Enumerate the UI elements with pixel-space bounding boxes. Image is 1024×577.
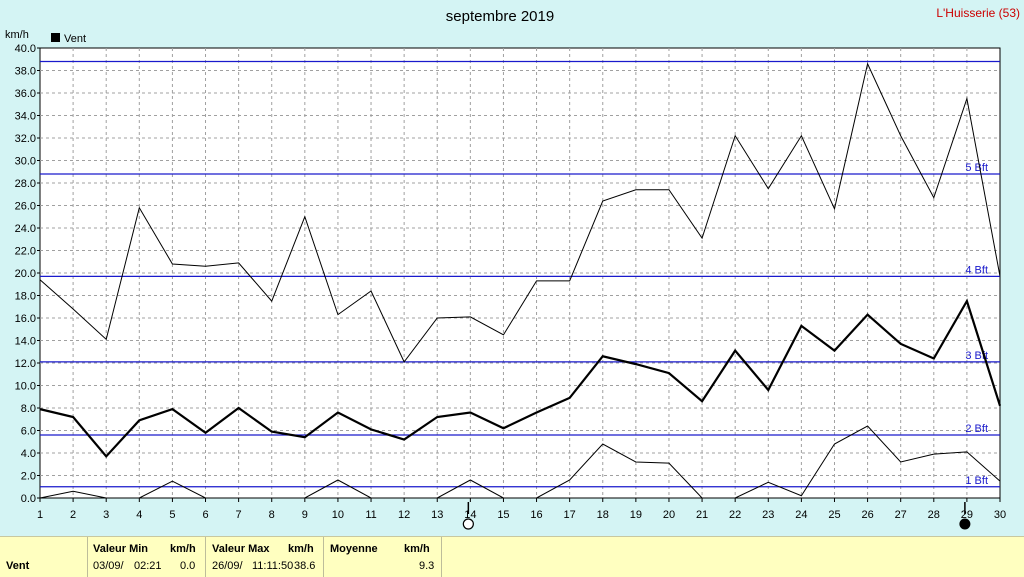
y-axis-ticks: 0.0 2.0 4.0 6.0 8.0 10.0 12.0 14.0 16.0 18.0 20.0 2…: [15, 43, 40, 505]
moon-phases: [462, 502, 971, 530]
y-tick-label: 32.0: [15, 133, 36, 145]
y-tick-label: 22.0: [15, 246, 36, 258]
x-tick-label: 6: [202, 509, 208, 521]
x-tick-label: 24: [795, 509, 807, 521]
max-unit: km/h: [288, 543, 314, 555]
chart-title: septembre 2019: [446, 8, 554, 25]
stats-name-cell: Vent: [0, 537, 88, 577]
series-lines: [39, 62, 1002, 499]
y-tick-label: 2.0: [21, 471, 36, 483]
max-date: 26/09/: [212, 560, 243, 572]
x-tick-label: 25: [828, 509, 840, 521]
new-moon-icon: [959, 518, 971, 530]
y-tick-label: 8.0: [21, 403, 36, 415]
x-tick-label: 7: [236, 509, 242, 521]
x-tick-label: 9: [302, 509, 308, 521]
y-tick-label: 30.0: [15, 156, 36, 168]
x-tick-label: 14: [464, 509, 476, 521]
stats-avg-cell: Moyenne km/h 9.3: [324, 537, 442, 577]
x-tick-label: 27: [895, 509, 907, 521]
min-time: 02:21: [134, 560, 162, 572]
y-tick-label: 34.0: [15, 111, 36, 123]
legend-swatch: [51, 33, 60, 42]
full-moon-icon: [462, 518, 474, 530]
x-tick-label: 3: [103, 509, 109, 521]
station-name: L'Huisserie (53): [936, 6, 1020, 20]
x-tick-label: 18: [597, 509, 609, 521]
y-tick-label: 18.0: [15, 291, 36, 303]
beaufort-label: 4 Bft: [965, 264, 988, 276]
y-tick-label: 40.0: [15, 43, 36, 55]
y-tick-label: 20.0: [15, 268, 36, 280]
grid: [40, 48, 1000, 498]
stats-footer: Vent Valeur Min km/h 03/09/ 02:21 0.0 Va…: [0, 536, 1024, 577]
avg-header: Moyenne: [330, 543, 378, 555]
x-tick-label: 1: [37, 509, 43, 521]
y-tick-label: 14.0: [15, 336, 36, 348]
legend-label: Vent: [64, 33, 86, 45]
x-tick-label: 12: [398, 509, 410, 521]
y-tick-label: 24.0: [15, 223, 36, 235]
chart: septembre 2019 L'Huisserie (53) km/h Ven…: [5, 6, 1020, 530]
x-tick-label: 23: [762, 509, 774, 521]
y-tick-label: 12.0: [15, 358, 36, 370]
series-line-mean: [39, 298, 1002, 459]
y-tick-label: 6.0: [21, 426, 36, 438]
y-tick-label: 16.0: [15, 313, 36, 325]
y-tick-label: 4.0: [21, 448, 36, 460]
stats-min-cell: Valeur Min km/h 03/09/ 02:21 0.0: [88, 537, 206, 577]
avg-value: 9.3: [419, 560, 435, 572]
min-header: Valeur Min: [93, 543, 149, 555]
stats-series-name: Vent: [6, 560, 30, 572]
y-tick-label: 0.0: [21, 493, 36, 505]
x-tick-label: 26: [861, 509, 873, 521]
y-tick-label: 36.0: [15, 88, 36, 100]
x-tick-label: 15: [497, 509, 509, 521]
x-tick-label: 19: [630, 509, 642, 521]
x-tick-label: 20: [663, 509, 675, 521]
x-tick-label: 10: [332, 509, 344, 521]
x-tick-label: 5: [169, 509, 175, 521]
x-tick-label: 22: [729, 509, 741, 521]
x-tick-label: 4: [136, 509, 142, 521]
x-tick-label: 28: [928, 509, 940, 521]
y-tick-label: 28.0: [15, 178, 36, 190]
min-value: 0.0: [180, 560, 196, 572]
y-tick-label: 38.0: [15, 66, 36, 78]
series-line-max: [39, 62, 1001, 363]
beaufort-label: 1 Bft: [965, 475, 988, 487]
beaufort-label: 2 Bft: [965, 423, 988, 435]
x-tick-label: 16: [530, 509, 542, 521]
min-unit: km/h: [170, 543, 196, 555]
y-axis-unit: km/h: [5, 29, 29, 41]
max-value: 38.6: [294, 560, 316, 572]
x-tick-label: 2: [70, 509, 76, 521]
avg-unit: km/h: [404, 543, 430, 555]
beaufort-label: 5 Bft: [965, 162, 988, 174]
x-axis-ticks: 1 2 3 4 5 6 7 8 9 10 11 12 13 14 15 16 17 18 19 20 21 22 23 24 2…: [37, 498, 1006, 521]
x-tick-label: 17: [564, 509, 576, 521]
x-tick-label: 29: [961, 509, 973, 521]
y-tick-label: 26.0: [15, 201, 36, 213]
max-time: 11:11:50: [252, 560, 294, 572]
x-tick-label: 13: [431, 509, 443, 521]
y-tick-label: 10.0: [15, 381, 36, 393]
max-header: Valeur Max: [212, 543, 270, 555]
x-tick-label: 11: [365, 509, 376, 521]
series-line-min: [39, 425, 1001, 499]
x-tick-label: 30: [994, 509, 1006, 521]
stats-max-cell: Valeur Max km/h 26/09/ 11:11:50 38.6: [206, 537, 324, 577]
x-tick-label: 8: [269, 509, 275, 521]
min-date: 03/09/: [93, 560, 124, 572]
x-tick-label: 21: [696, 509, 708, 521]
